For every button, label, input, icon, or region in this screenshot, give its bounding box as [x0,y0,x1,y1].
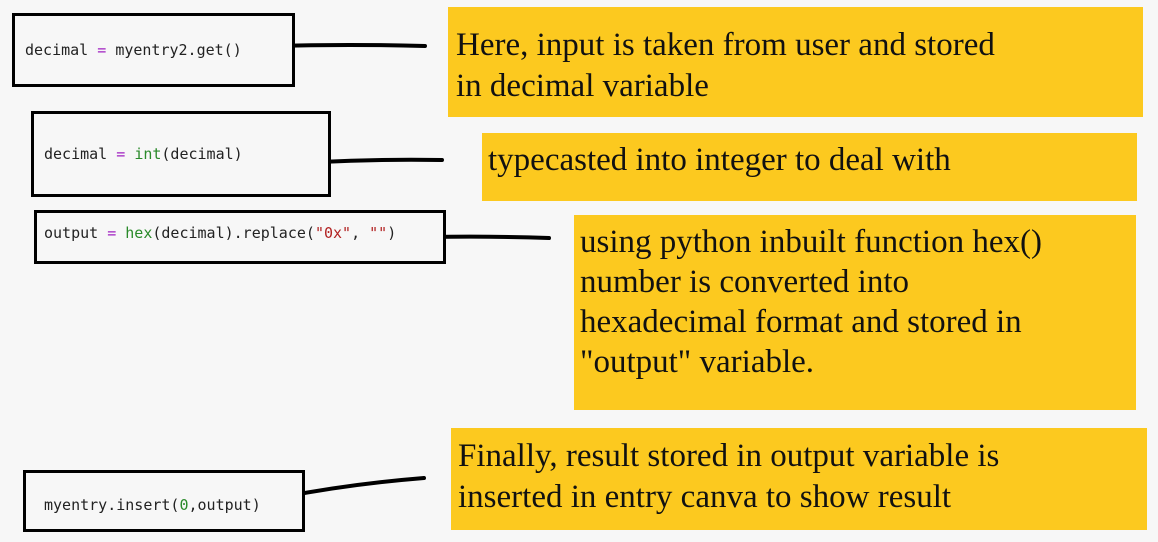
note-4-line: Finally, result stored in output variabl… [458,438,1000,474]
code-pre: myentry.insert( [44,496,180,514]
note-3: using python inbuilt function hex() numb… [574,215,1136,410]
code-rest: (decimal) [161,145,243,163]
note-3-line: hexadecimal format and stored in [580,304,1022,340]
code-box-4: myentry.insert(0 ,output) [23,470,305,532]
code-box-2: decimal = int (decimal) [31,111,331,197]
code-var: output [44,224,99,242]
connector-3 [428,234,551,240]
note-3-line: using python inbuilt function hex() [580,224,1042,260]
note-2: typecasted into integer to deal with [482,133,1137,201]
connector-2 [318,157,444,164]
code-string-2: "" [369,224,388,242]
note-3-line: "output" variable. [580,344,815,380]
code-mid: (decimal).replace( [152,224,315,242]
code-var: decimal [25,41,89,59]
code-rest: ,output) [188,496,261,514]
code-var: decimal [44,145,108,163]
note-1: Here, input is taken from user and store… [448,7,1143,117]
note-4: Finally, result stored in output variabl… [451,428,1147,530]
code-rest: myentry2.get() [115,41,242,59]
code-box-1: decimal = myentry2.get() [12,13,295,87]
note-4-line: inserted in entry canva to show result [458,479,952,515]
code-number: 0 [179,496,189,514]
note-1-line: Here, input is taken from user and store… [456,27,995,63]
code-sep: , [351,224,370,242]
note-3-line: number is converted into [580,264,910,300]
note-2-line: typecasted into integer to deal with [488,142,951,178]
code-box-3: output = hex (decimal).replace("0x", "") [34,210,446,264]
code-end: ) [387,224,397,242]
note-1-line: in decimal variable [456,68,709,104]
code-operator: = [107,224,117,242]
code-builtin-int: int [134,145,162,163]
code-string-1: "0x" [314,224,352,242]
code-builtin-hex: hex [125,224,153,242]
code-operator: = [97,41,107,59]
code-operator: = [116,145,126,163]
